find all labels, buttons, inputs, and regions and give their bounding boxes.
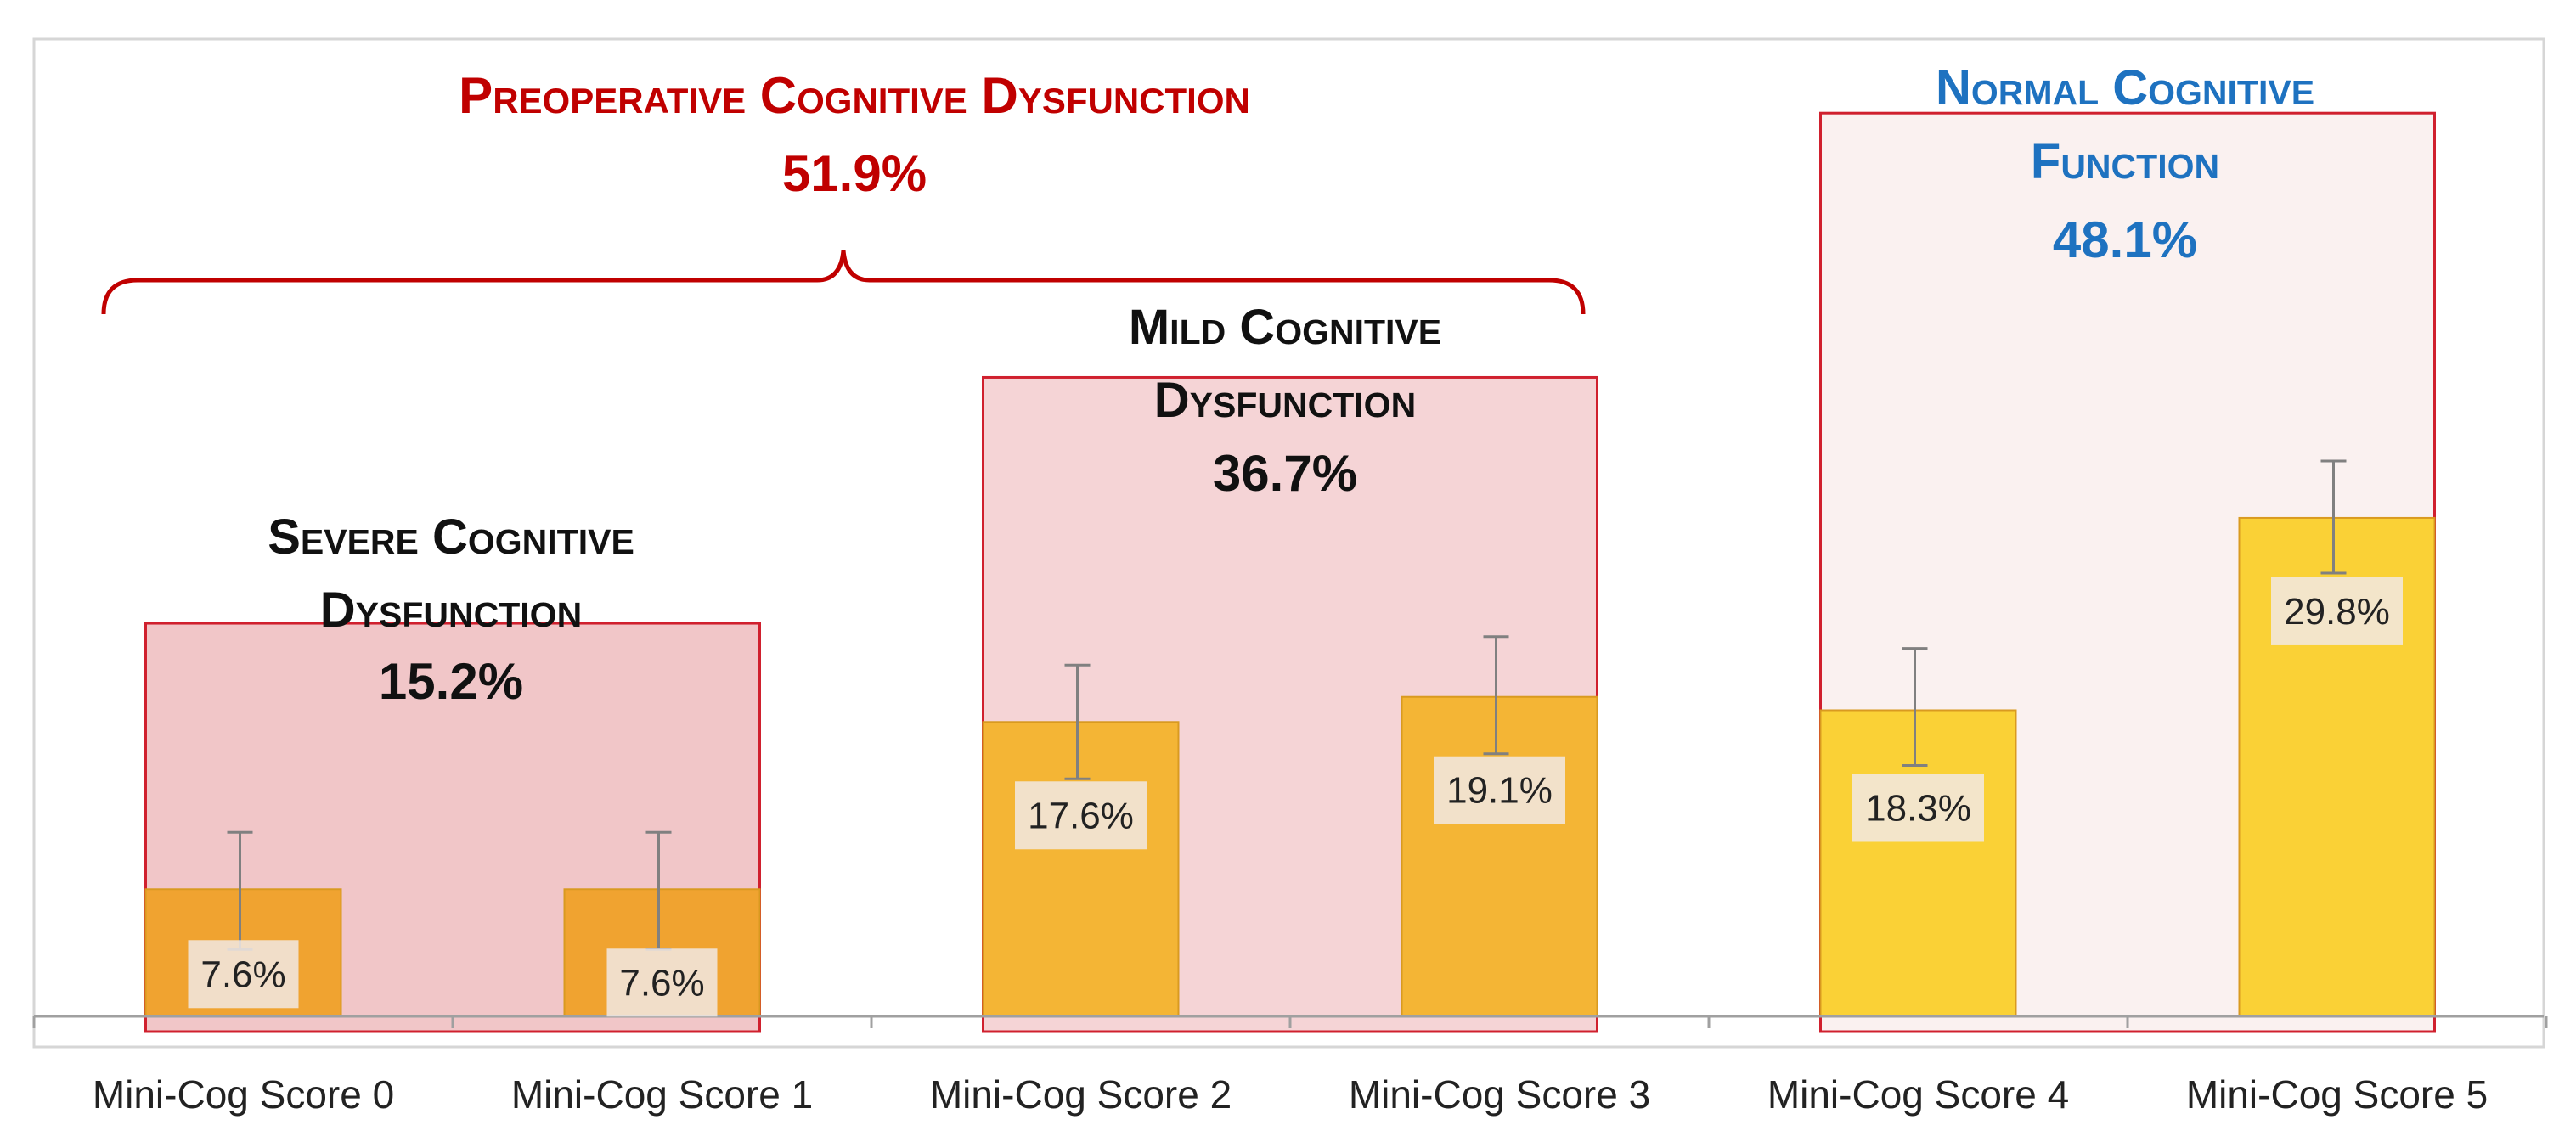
- group-title-mild-line1: Mild Cognitive: [1129, 300, 1441, 355]
- value-label-0: 7.6%: [200, 954, 285, 995]
- value-label-bg-5: [2271, 577, 2403, 645]
- bar-3: [1401, 695, 1598, 1017]
- category-label-4: Mini-Cog Score 4: [1767, 1072, 2069, 1117]
- group-title-severe-line1: Severe Cognitive: [268, 509, 634, 565]
- value-label-bg-1: [606, 948, 718, 1017]
- bracket-percent: 51.9%: [782, 145, 927, 202]
- bar-2: [982, 721, 1180, 1018]
- group-title-normal-line2: Function: [2031, 134, 2219, 189]
- category-label-1: Mini-Cog Score 1: [511, 1072, 813, 1117]
- group-title-mild-line2: Dysfunction: [1154, 373, 1416, 428]
- category-label-2: Mini-Cog Score 2: [930, 1072, 1232, 1117]
- bracket-path: [101, 250, 1586, 315]
- bracket-title: Preoperative Cognitive Dysfunction: [459, 67, 1250, 124]
- group-titles: Severe Cognitive Dysfunction 15.2% Mild …: [268, 60, 2314, 710]
- bar-4: [1819, 709, 2017, 1017]
- value-label-1: 7.6%: [619, 962, 704, 1004]
- value-label-2: 17.6%: [1028, 795, 1134, 836]
- value-label-4: 18.3%: [1865, 787, 1971, 829]
- group-percent-severe: 15.2%: [379, 653, 523, 710]
- value-label-5: 29.8%: [2284, 591, 2390, 633]
- value-label-bg-2: [1015, 781, 1147, 850]
- value-label-3: 19.1%: [1446, 770, 1553, 812]
- preoperative-bracket: Preoperative Cognitive Dysfunction 51.9%: [101, 67, 1586, 315]
- value-labels: 7.6% 7.6% 17.6% 19.1% 18.3% 29.8%: [188, 577, 2403, 1017]
- x-axis-ticks: Mini-Cog Score 0 Mini-Cog Score 1 Mini-Cog…: [32, 1016, 2548, 1117]
- value-label-bg-3: [1434, 756, 1565, 824]
- category-label-5: Mini-Cog Score 5: [2186, 1072, 2488, 1117]
- category-label-0: Mini-Cog Score 0: [93, 1072, 394, 1117]
- group-percent-normal: 48.1%: [2053, 211, 2197, 268]
- category-label-3: Mini-Cog Score 3: [1349, 1072, 1650, 1117]
- group-title-severe-line2: Dysfunction: [320, 582, 582, 638]
- value-label-bg-4: [1852, 774, 1984, 842]
- value-label-bg-0: [188, 940, 299, 1009]
- group-title-normal-line1: Normal Cognitive: [1936, 60, 2314, 115]
- group-percent-mild: 36.7%: [1213, 445, 1357, 502]
